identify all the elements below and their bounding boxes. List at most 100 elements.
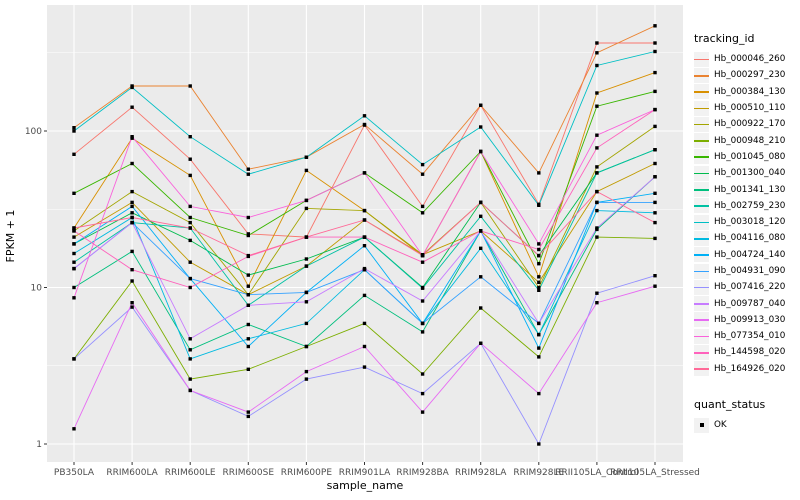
legend-color-line: [694, 303, 709, 305]
data-point-marker: [595, 200, 599, 205]
data-point-marker: [304, 235, 309, 239]
data-point-marker: [188, 388, 192, 393]
data-point-marker: [653, 211, 657, 215]
legend-item-label: Hb_000046_260: [714, 54, 786, 65]
data-point-marker: [72, 285, 76, 290]
data-point-marker: [420, 299, 425, 303]
data-point-marker: [188, 84, 192, 88]
data-point-marker: [130, 211, 134, 215]
data-point-marker: [246, 344, 250, 349]
data-point-marker: [653, 284, 657, 288]
legend-key: [694, 312, 709, 328]
legend-item: Hb_009913_030: [694, 312, 785, 328]
legend-key: [694, 149, 709, 165]
legend-key: [694, 214, 709, 230]
legend-color-line: [694, 205, 709, 207]
data-point-marker: [595, 235, 599, 239]
legend-item-label: Hb_000510_110: [714, 103, 786, 114]
data-point-marker: [653, 161, 657, 166]
data-point-marker: [130, 200, 134, 205]
data-point-marker: [653, 200, 657, 205]
data-point-marker: [537, 171, 541, 175]
data-point-marker: [537, 285, 541, 290]
data-point-marker: [537, 332, 541, 337]
data-point-marker: [72, 152, 76, 156]
data-point-marker: [304, 198, 309, 203]
data-point-marker: [537, 253, 541, 258]
data-point-marker: [130, 305, 134, 309]
legend-color-line: [694, 351, 709, 354]
y-tick-label-10: 10: [31, 284, 43, 294]
data-point-marker: [362, 321, 367, 326]
legend-item: Hb_077354_010: [694, 328, 785, 344]
data-point-marker: [362, 266, 367, 271]
legend-item-label: Hb_000384_130: [714, 86, 786, 97]
data-point-marker: [479, 341, 483, 345]
legend-key: [694, 361, 709, 377]
legend-key: [694, 344, 709, 360]
legend-item-label: Hb_009913_030: [714, 314, 786, 325]
data-point-marker: [130, 279, 134, 283]
data-point-marker: [595, 189, 599, 194]
legend-color-line: [694, 123, 709, 126]
data-point-marker: [420, 253, 425, 258]
legend-color-line: [694, 91, 709, 93]
data-point-marker: [246, 167, 250, 171]
legend-item: Hb_007416_220: [694, 279, 785, 295]
legend-items: Hb_000046_260 Hb_000297_230 Hb_000384_130 H…: [694, 51, 785, 377]
data-point-marker: [246, 367, 250, 371]
data-point-marker: [362, 344, 367, 349]
data-point-marker: [130, 161, 134, 166]
data-point-marker: [537, 242, 541, 246]
data-point-marker: [362, 122, 367, 127]
legend-tracking-id: tracking_id Hb_000046_260 Hb_000297_230 Hb…: [694, 32, 785, 377]
legend-item: Hb_001341_130: [694, 181, 785, 198]
x-tick-label: RRIM928LA: [455, 468, 507, 478]
data-point-marker: [246, 414, 250, 419]
data-point-marker: [537, 346, 541, 350]
legend-color-line: [694, 270, 709, 273]
x-tick-label: PB350LA: [54, 468, 95, 478]
legend-key: [694, 230, 709, 246]
legend-item: Hb_003018_120: [694, 214, 785, 230]
data-point-marker: [479, 149, 483, 154]
legend-color-line: [694, 58, 709, 61]
legend-key: [694, 328, 709, 344]
data-point-marker: [479, 125, 483, 129]
data-point-marker: [72, 357, 76, 361]
data-point-marker: [479, 103, 483, 107]
data-point-marker: [595, 208, 599, 213]
data-point-marker: [537, 203, 541, 207]
x-tick-label: RRII105LA_Control: [555, 468, 638, 478]
data-point-marker: [130, 189, 134, 194]
legend-color-line: [694, 368, 709, 370]
legend-item: Hb_000046_260: [694, 51, 785, 67]
legend-color-line: [694, 286, 709, 289]
legend2-title: quant_status: [694, 398, 766, 411]
legend-item-label: Hb_077354_010: [714, 331, 786, 342]
x-axis-title: sample_name: [327, 479, 404, 492]
legend-item: Hb_004724_140: [694, 247, 785, 263]
legend-color-line: [694, 107, 709, 110]
data-point-marker: [72, 191, 76, 195]
data-point-marker: [304, 300, 309, 304]
data-point-marker: [653, 191, 657, 195]
legend-color-line: [694, 140, 709, 142]
data-point-marker: [537, 355, 541, 359]
data-point-marker: [420, 330, 425, 334]
data-point-marker: [595, 41, 599, 45]
data-point-marker: [420, 204, 425, 209]
legend-item: Hb_004116_080: [694, 230, 785, 246]
data-point-marker: [653, 107, 657, 112]
legend-color-line: [694, 237, 709, 240]
data-point-marker: [246, 284, 250, 288]
data-point-marker: [595, 171, 599, 175]
legend-item-label: Hb_001300_040: [714, 168, 786, 179]
data-point-marker: [72, 260, 76, 264]
data-point-marker: [479, 246, 483, 250]
legend-item-label: Hb_000922_170: [714, 119, 786, 130]
legend-key: [694, 417, 709, 433]
data-point-marker: [595, 51, 599, 55]
